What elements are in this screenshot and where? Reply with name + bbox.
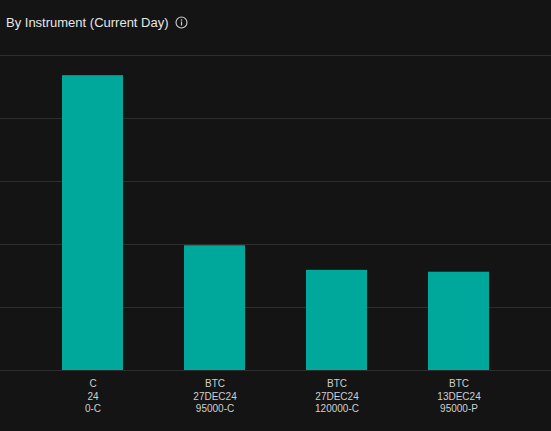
svg-text:BTC27DEC24120000-C: BTC27DEC24120000-C — [315, 378, 359, 414]
svg-text:BTC13DEC2495000-P: BTC13DEC2495000-P — [437, 378, 481, 414]
svg-text:BTC27DEC2495000-C: BTC27DEC2495000-C — [193, 378, 237, 414]
svg-text:C240-C: C240-C — [85, 378, 101, 414]
html-text:By Instrument (Current Day): By Instrument (Current Day) — [6, 15, 169, 30]
